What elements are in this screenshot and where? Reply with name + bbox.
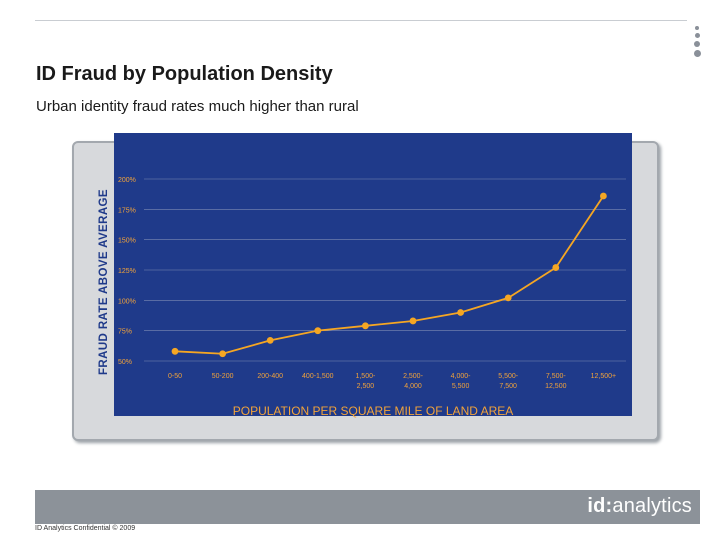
logo-prefix: id:	[587, 495, 613, 517]
y-tick-label: 100%	[118, 298, 136, 305]
confidential-notice: ID Analytics Confidential © 2009	[35, 525, 136, 532]
data-point	[171, 347, 179, 355]
x-tick-label: 12,500+	[591, 373, 617, 380]
y-tick-label: 125%	[118, 268, 136, 275]
data-point	[552, 264, 560, 271]
y-tick-label: 75%	[118, 329, 132, 336]
data-point	[314, 327, 322, 335]
x-tick-label: 4,000	[404, 383, 422, 390]
x-tick-label: 12,500	[545, 383, 567, 390]
dots-icon	[693, 26, 701, 60]
company-logo: id:analytics	[587, 495, 692, 518]
top-divider	[35, 20, 687, 21]
line-chart: 50% 75% 100% 125% 150% 175% 200% 0-50 50-200 200-…	[118, 177, 626, 390]
x-tick-label: 4,000-	[451, 373, 472, 380]
x-tick-label: 7,500	[499, 383, 517, 390]
x-tick-label: 5,500-	[498, 373, 519, 380]
x-tick-label: 50-200	[212, 373, 234, 380]
data-point	[457, 309, 464, 316]
data-point	[504, 294, 512, 302]
data-point	[219, 350, 226, 358]
x-tick-label: 0-50	[168, 373, 182, 380]
y-tick-label: 200%	[118, 177, 136, 184]
data-point	[409, 317, 417, 325]
page-subtitle: Urban identity fraud rates much higher t…	[36, 98, 359, 115]
x-axis-label: POPULATION PER SQUARE MILE OF LAND AREA	[232, 404, 514, 418]
x-tick-label: 1,500-	[355, 373, 376, 380]
data-point	[362, 322, 369, 330]
x-tick-label: 2,500-	[403, 373, 424, 380]
y-tick-label: 175%	[118, 207, 136, 214]
x-tick-label: 5,500	[452, 383, 470, 390]
page-title: ID Fraud by Population Density	[36, 63, 333, 85]
data-point	[266, 336, 274, 344]
data-point	[600, 192, 607, 200]
y-tick-label: 50%	[118, 359, 132, 366]
y-tick-label: 150%	[118, 238, 136, 245]
x-tick-label: 200-400	[257, 373, 283, 380]
x-tick-label: 2,500	[357, 383, 375, 390]
x-tick-label: 400-1,500	[302, 373, 334, 380]
logo-suffix: analytics	[612, 495, 692, 517]
x-tick-label: 7,500-	[546, 373, 567, 380]
footer-bar	[35, 490, 700, 524]
series-line	[174, 195, 605, 355]
y-axis-label: FRAUD RATE ABOVE AVERAGE	[98, 189, 110, 375]
